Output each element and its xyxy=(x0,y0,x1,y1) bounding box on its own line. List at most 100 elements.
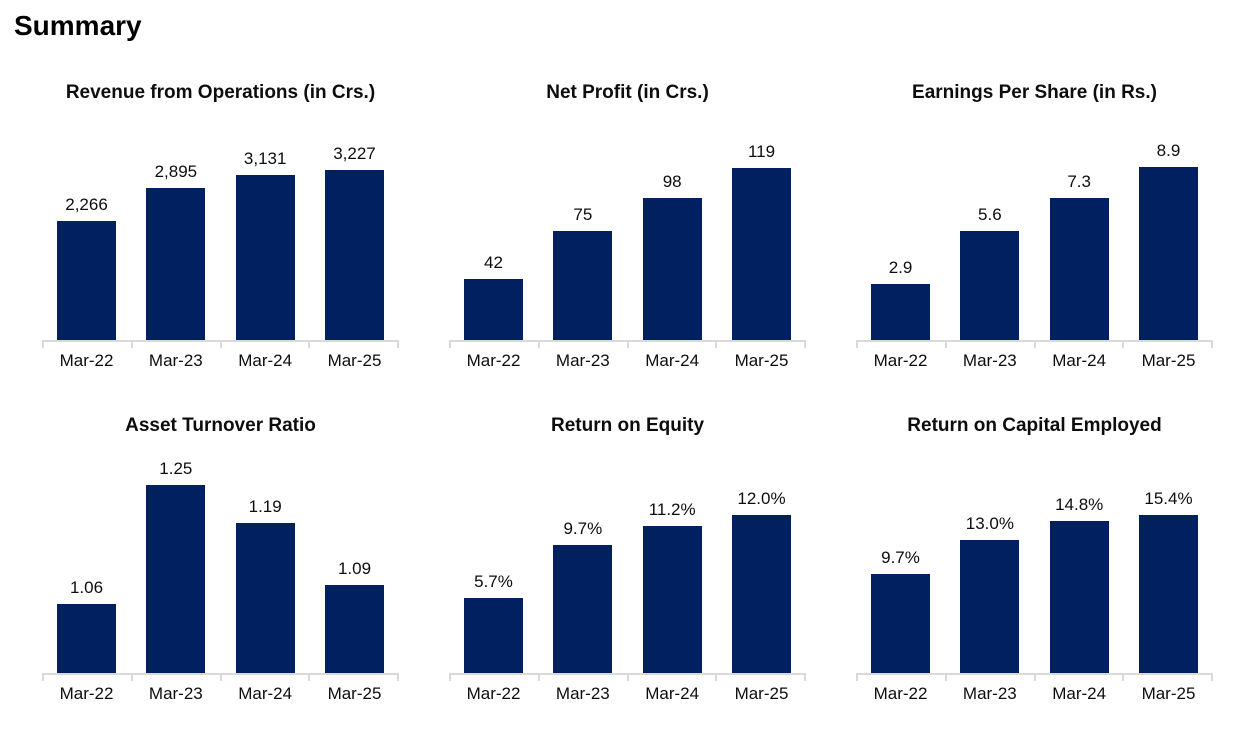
data-label: 98 xyxy=(662,171,682,191)
axis-tick xyxy=(537,342,627,348)
x-axis-label: Mar-22 xyxy=(466,351,521,370)
plot-area: 42 75 98 119 xyxy=(449,110,806,340)
x-axis-label: Mar-22 xyxy=(466,684,521,703)
data-label: 2,266 xyxy=(65,194,108,214)
category-mar-23: 5.6 xyxy=(945,205,1034,340)
charts-grid: Revenue from Operations (in Crs.) 2,266 2,… xyxy=(0,42,1249,704)
category-mar-24: 98 xyxy=(628,172,717,340)
bar-mar-22 xyxy=(464,598,523,673)
x-axis-label: Mar-23 xyxy=(148,684,203,703)
chart-net-profit-in-crs: Net Profit (in Crs.) 42 75 98 119 Mar-22 Mar-2… xyxy=(429,82,826,371)
bar-mar-25 xyxy=(1139,167,1198,340)
chart-title: Revenue from Operations (in Crs.) xyxy=(65,82,376,103)
x-axis-label: Mar-24 xyxy=(1052,351,1107,370)
category-mar-23: 1.25 xyxy=(131,459,220,673)
bar-mar-24 xyxy=(1049,198,1109,340)
category-mar-24: 11.2% xyxy=(628,500,717,673)
axis-tick xyxy=(715,342,804,348)
x-axis-labels: Mar-22 Mar-23 Mar-24 Mar-25 xyxy=(42,351,399,371)
x-axis-label: Mar-23 xyxy=(962,684,1017,703)
axis-tick xyxy=(130,675,220,681)
data-label: 13.0% xyxy=(965,513,1014,533)
data-label: 42 xyxy=(484,252,503,272)
chart-title: Return on Capital Employed xyxy=(907,415,1162,436)
data-label: 9.7% xyxy=(881,547,920,567)
data-label: 1.09 xyxy=(337,558,372,578)
axis-tick xyxy=(855,342,945,348)
axis-tick xyxy=(944,675,1034,681)
axis-tick xyxy=(448,342,538,348)
axis-tick xyxy=(944,342,1034,348)
bar-mar-24 xyxy=(1049,521,1109,673)
category-mar-25: 12.0% xyxy=(717,489,806,673)
axis-tick xyxy=(41,342,131,348)
axis-tick xyxy=(448,675,538,681)
data-label: 11.2% xyxy=(648,499,696,519)
x-axis-labels: Mar-22 Mar-23 Mar-24 Mar-25 xyxy=(42,684,399,704)
data-label: 2.9 xyxy=(888,257,913,277)
category-mar-23: 9.7% xyxy=(538,519,627,673)
bar-mar-23 xyxy=(960,540,1020,673)
category-mar-25: 15.4% xyxy=(1124,489,1213,673)
x-axis-label: Mar-22 xyxy=(59,351,114,370)
data-label: 5.7% xyxy=(474,571,513,591)
bar-mar-24 xyxy=(642,198,702,340)
axis-tick xyxy=(855,675,945,681)
chart-earnings-per-share-in-rs: Earnings Per Share (in Rs.) 2.9 5.6 7.3 8.9 M… xyxy=(836,82,1233,371)
axis-tick xyxy=(537,675,627,681)
x-axis-label: Mar-23 xyxy=(555,684,610,703)
bar-mar-23 xyxy=(553,231,613,340)
bar-mar-23 xyxy=(553,545,613,673)
x-axis-label: Mar-25 xyxy=(1141,684,1196,703)
bar-mar-22 xyxy=(57,604,116,673)
data-label: 5.6 xyxy=(978,204,1002,224)
x-axis-label: Mar-23 xyxy=(555,351,610,370)
category-mar-22: 2,266 xyxy=(42,195,131,340)
bar-mar-23 xyxy=(146,485,206,673)
x-axis-line xyxy=(448,340,807,348)
x-axis-labels: Mar-22 Mar-23 Mar-24 Mar-25 xyxy=(856,684,1213,704)
bar-mar-25 xyxy=(325,585,384,673)
chart-title: Earnings Per Share (in Rs.) xyxy=(912,82,1157,103)
data-label: 119 xyxy=(747,141,776,161)
x-axis-labels: Mar-22 Mar-23 Mar-24 Mar-25 xyxy=(449,351,806,371)
x-axis-labels: Mar-22 Mar-23 Mar-24 Mar-25 xyxy=(856,351,1213,371)
category-mar-24: 7.3 xyxy=(1035,172,1124,340)
data-label: 1.25 xyxy=(159,458,193,478)
bar-mar-24 xyxy=(642,526,702,673)
bar-mar-22 xyxy=(871,574,930,673)
x-axis-label: Mar-25 xyxy=(327,684,382,703)
data-label: 1.06 xyxy=(69,577,104,597)
category-mar-23: 75 xyxy=(538,205,627,340)
plot-area: 9.7% 13.0% 14.8% 15.4% xyxy=(856,443,1213,673)
category-mar-23: 2,895 xyxy=(131,162,220,340)
bar-mar-22 xyxy=(871,284,930,340)
plot-area: 5.7% 9.7% 11.2% 12.0% xyxy=(449,443,806,673)
category-mar-24: 3,131 xyxy=(221,149,310,340)
axis-tick xyxy=(41,675,131,681)
data-label: 3,131 xyxy=(243,148,287,168)
bar-mar-25 xyxy=(732,168,791,340)
x-axis-label: Mar-23 xyxy=(148,351,203,370)
x-axis-label: Mar-25 xyxy=(734,351,789,370)
x-axis-line xyxy=(855,340,1214,348)
x-axis-label: Mar-22 xyxy=(873,684,928,703)
x-axis-label: Mar-22 xyxy=(59,684,114,703)
bar-mar-23 xyxy=(960,231,1020,340)
x-axis-label: Mar-25 xyxy=(1141,351,1196,370)
axis-tick xyxy=(1122,675,1211,681)
data-label: 14.8% xyxy=(1055,494,1104,514)
data-label: 9.7% xyxy=(563,518,603,538)
axis-tick xyxy=(130,342,220,348)
x-axis-labels: Mar-22 Mar-23 Mar-24 Mar-25 xyxy=(449,684,806,704)
x-axis-label: Mar-24 xyxy=(238,351,293,370)
bar-mar-25 xyxy=(325,170,384,340)
x-axis-label: Mar-25 xyxy=(327,351,382,370)
axis-tick xyxy=(308,675,397,681)
bar-mar-25 xyxy=(1139,515,1198,673)
page-title: Summary xyxy=(14,10,142,41)
bar-mar-22 xyxy=(464,279,523,340)
plot-area: 1.06 1.25 1.19 1.09 xyxy=(42,443,399,673)
category-mar-24: 1.19 xyxy=(221,497,310,673)
x-axis-line xyxy=(41,340,400,348)
